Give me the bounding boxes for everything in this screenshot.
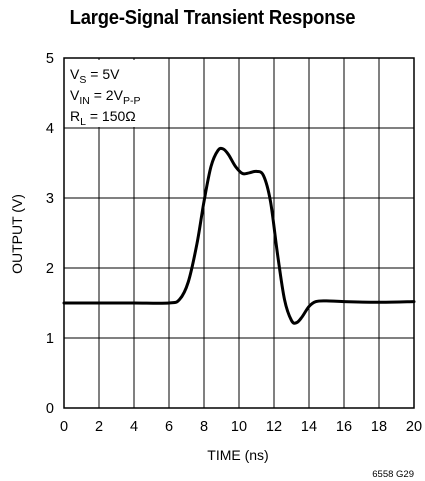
y-tick-label: 0 <box>46 401 54 417</box>
annotation-vin: VIN = 2VP-P <box>70 87 140 107</box>
series-line-output <box>62 146 416 325</box>
x-tick-label: 4 <box>130 419 138 435</box>
y-tick-labels: 0 1 2 3 4 5 <box>46 51 54 417</box>
x-tick-label: 20 <box>406 419 422 435</box>
plot-frame <box>63 57 415 409</box>
x-axis-label: TIME (ns) <box>207 447 268 463</box>
grid <box>64 58 414 408</box>
annotation-rl: RL = 150Ω <box>70 108 136 128</box>
annotation-vs: VS = 5V <box>70 66 120 86</box>
x-tick-label: 12 <box>266 419 282 435</box>
y-tick-label: 5 <box>46 51 54 67</box>
figure-id: 6558 G29 <box>372 469 414 480</box>
x-tick-label: 18 <box>371 419 387 435</box>
chart-title: Large-Signal Transient Response <box>69 7 356 29</box>
x-tick-label: 6 <box>165 419 173 435</box>
x-tick-label: 0 <box>60 419 68 435</box>
x-tick-label: 16 <box>336 419 352 435</box>
x-tick-label: 8 <box>200 419 208 435</box>
y-tick-label: 2 <box>46 261 54 277</box>
y-tick-label: 4 <box>46 121 54 137</box>
y-axis-label: OUTPUT (V) <box>9 194 25 274</box>
x-tick-label: 2 <box>95 419 103 435</box>
x-tick-label: 10 <box>231 419 247 435</box>
x-tick-label: 14 <box>301 419 317 435</box>
annotation-box <box>64 60 164 127</box>
x-tick-labels: 0 2 4 6 8 10 12 14 16 18 20 <box>60 419 422 435</box>
y-tick-label: 1 <box>46 331 54 347</box>
y-tick-label: 3 <box>46 191 54 207</box>
